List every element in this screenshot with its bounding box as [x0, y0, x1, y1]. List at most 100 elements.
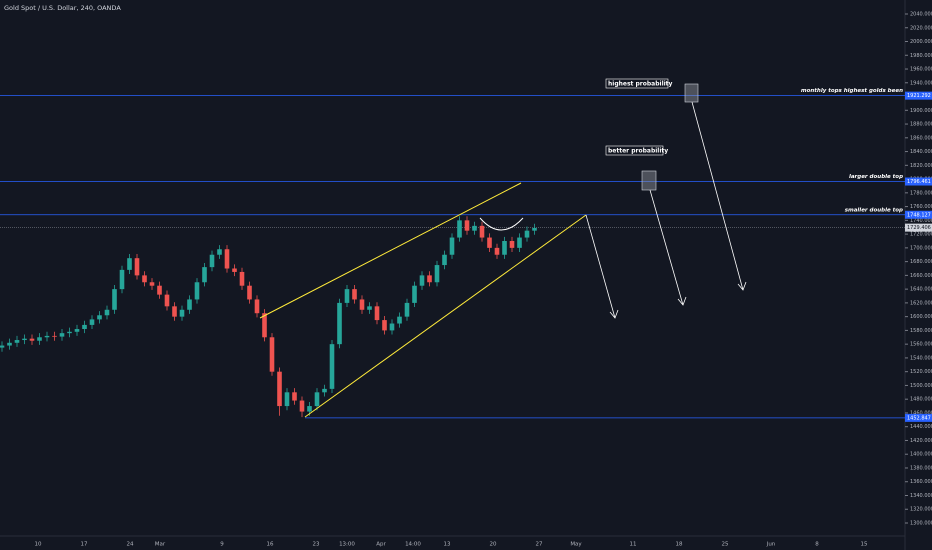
y-tick-label: 1400.000 [910, 452, 932, 458]
channel-lower [304, 214, 587, 418]
y-tick-label: 1580.000 [910, 328, 932, 334]
candle-body [262, 313, 267, 338]
candle-body [479, 225, 485, 238]
candle-body [434, 265, 440, 283]
y-tick-label: 1480.000 [910, 397, 932, 403]
arc [479, 217, 524, 231]
x-tick-label: 25 [722, 542, 729, 548]
x-tick-label: Mar [155, 542, 166, 548]
candle-body [404, 302, 410, 317]
candle-body [127, 258, 132, 270]
label-layer: 1921.292 monthly tops highest golds been 1… [605, 78, 932, 422]
candle-body [412, 285, 417, 303]
level-note: larger double top [849, 174, 903, 180]
x-tick-label: May [570, 542, 582, 548]
arrow-head [737, 281, 747, 291]
candle-body [284, 392, 290, 407]
candle-body [299, 400, 305, 412]
candle-body [352, 289, 357, 300]
x-tick-label: 10 [35, 542, 42, 548]
y-tick-label: 1760.000 [910, 204, 932, 210]
candle-body [164, 294, 170, 307]
y-tick-label: 1940.000 [910, 80, 932, 86]
candle-body [149, 282, 155, 286]
candle-body [277, 371, 282, 407]
level-tag-label: 1921.292 [907, 93, 931, 99]
candle-body [89, 319, 95, 325]
zone-box [641, 170, 657, 191]
candle-body [67, 331, 72, 334]
x-tick-label: Jun [766, 542, 776, 548]
y-tick-label: 1960.000 [910, 67, 932, 73]
candle-body [367, 306, 372, 310]
candle-body [464, 220, 470, 231]
text-box [605, 145, 664, 156]
y-tick-label: 1440.000 [910, 424, 932, 430]
candle-body [142, 275, 147, 283]
arrow [649, 189, 684, 306]
y-tick-label: 1300.000 [910, 521, 932, 527]
candle-body [74, 329, 80, 332]
level-note: smaller double top [845, 207, 903, 213]
candle-body [359, 299, 365, 310]
x-tick-label: 18 [676, 542, 683, 548]
text-box-label: highest probability [608, 80, 673, 87]
y-tick-label: 1520.000 [910, 369, 932, 375]
candle-body [239, 271, 245, 286]
y-tick-label: 1840.000 [910, 149, 932, 155]
candle-body [374, 306, 380, 321]
level-tag-label: 1452.847 [907, 415, 931, 421]
candle-body [44, 335, 50, 338]
y-tick-label: 1700.000 [910, 245, 932, 251]
candle-body [112, 289, 117, 310]
x-tick-label: 17 [81, 542, 88, 548]
last-price-label: 1729.406 [907, 225, 931, 231]
axis-layer: 1300.000 1320.000 1340.000 1360.000 1380.000… [0, 12, 932, 548]
x-tick-label: Apr [376, 542, 386, 548]
candle-body [14, 340, 20, 343]
candle-body [194, 282, 200, 300]
x-tick-label: 16 [267, 542, 274, 548]
level-tag [905, 210, 932, 219]
level-note: monthly tops highest golds been [801, 88, 903, 94]
y-tick-label: 1780.000 [910, 190, 932, 196]
y-tick-label: 1740.000 [910, 218, 932, 224]
candle-body [202, 267, 207, 283]
y-tick-label: 1420.000 [910, 438, 932, 444]
y-tick-label: 1900.000 [910, 108, 932, 114]
candle-body [307, 406, 312, 412]
y-tick-label: 1880.000 [910, 122, 932, 128]
chart-title: Gold Spot / U.S. Dollar, 240, OANDA [4, 4, 121, 12]
y-tick-label: 1860.000 [910, 135, 932, 141]
y-tick-label: 1980.000 [910, 53, 932, 59]
x-tick-label: 24 [127, 542, 134, 548]
y-tick-label: 1720.000 [910, 232, 932, 238]
candle-body [449, 237, 455, 255]
candle-body [269, 337, 275, 372]
x-tick-label: 27 [536, 542, 543, 548]
candle-body [442, 254, 447, 266]
level-tag-label: 1796.461 [907, 179, 931, 185]
y-tick-label: 1620.000 [910, 300, 932, 306]
candle-body [472, 225, 477, 231]
candle-body [509, 240, 515, 248]
candle-body [82, 324, 87, 330]
arrow [691, 101, 744, 291]
y-tick-label: 1640.000 [910, 287, 932, 293]
y-tick-label: 1380.000 [910, 465, 932, 471]
candle-body [179, 309, 185, 317]
candle-body [59, 333, 65, 337]
candle-body [344, 289, 350, 303]
candle-body [187, 299, 192, 310]
x-tick-label: 23 [313, 542, 320, 548]
level-tag [905, 91, 932, 100]
candle-body [52, 335, 57, 337]
zone-box [684, 83, 699, 103]
candle-body [397, 316, 402, 324]
y-tick-label: 2000.000 [910, 39, 932, 45]
arrow [585, 214, 616, 319]
candle-body [157, 285, 162, 295]
y-tick-label: 2040.000 [910, 12, 932, 18]
candle-body [29, 338, 35, 341]
